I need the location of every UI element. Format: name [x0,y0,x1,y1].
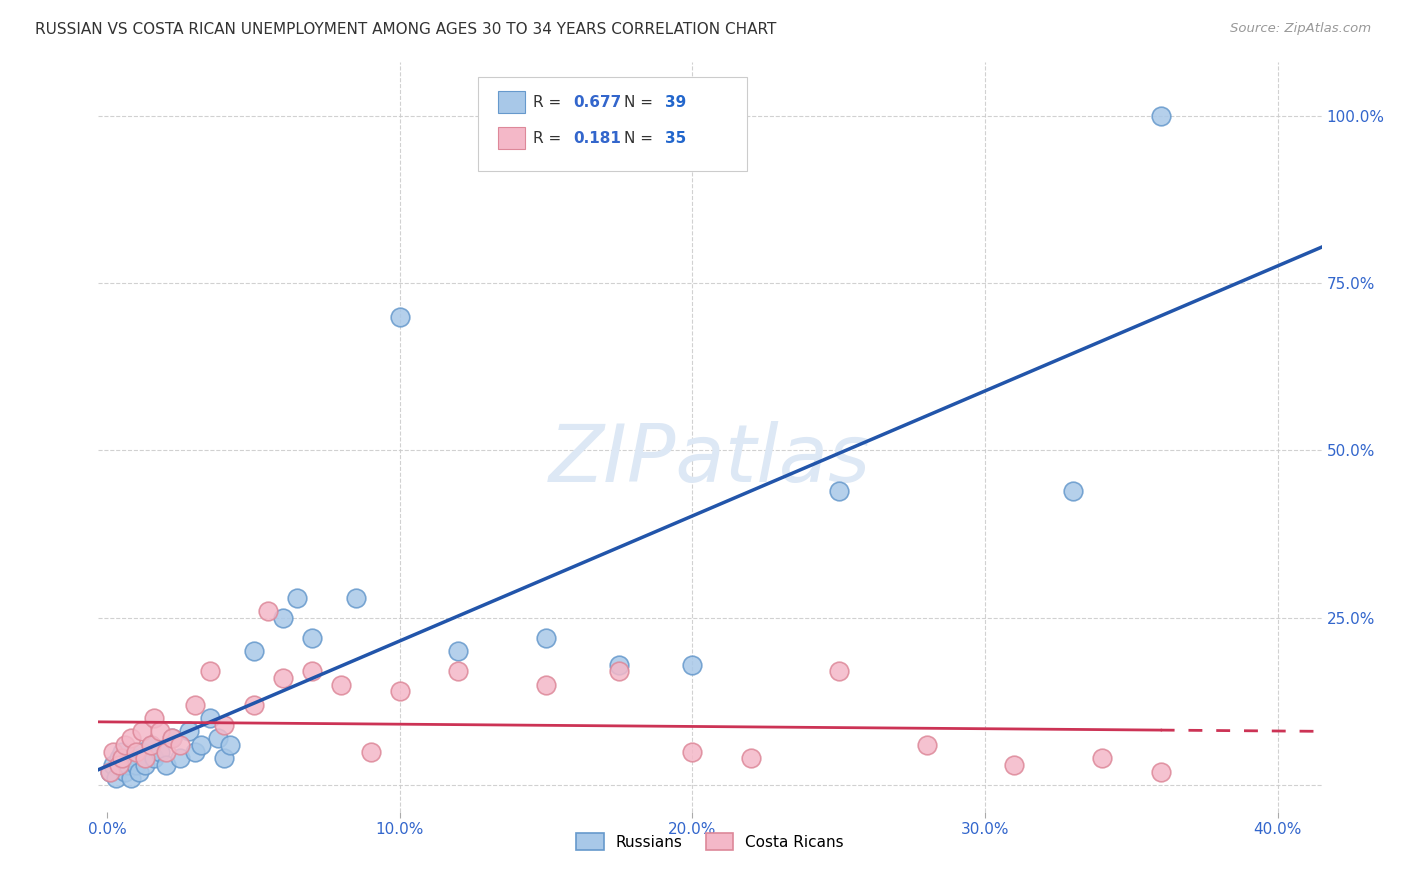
Point [271,671,294,685]
Point [160,731,183,746]
Text: RUSSIAN VS COSTA RICAN UNEMPLOYMENT AMONG AGES 30 TO 34 YEARS CORRELATION CHART: RUSSIAN VS COSTA RICAN UNEMPLOYMENT AMON… [35,22,776,37]
Point [212,751,235,765]
Point [104,771,127,786]
Point [828,483,851,498]
Point [131,724,153,739]
Point [242,698,264,712]
Point [108,758,131,772]
Text: R =: R = [533,95,565,110]
Point [534,631,557,645]
Point [1091,751,1114,765]
Point [117,758,139,772]
Point [179,724,201,739]
Point [139,738,162,752]
Point [447,644,470,658]
Text: ZIPatlas: ZIPatlas [548,420,872,499]
Point [155,744,177,758]
Point [120,771,142,786]
Text: N =: N = [624,130,658,145]
FancyBboxPatch shape [498,128,526,149]
Point [1150,109,1173,123]
Point [98,764,121,779]
Point [184,698,207,712]
Point [169,751,191,765]
Point [198,664,221,679]
Point [828,664,851,679]
Point [114,764,136,779]
Point [149,744,172,758]
Point [1150,764,1173,779]
Point [190,738,212,752]
Point [682,744,704,758]
Point [287,591,309,605]
Point [122,751,145,765]
Point [301,631,323,645]
FancyBboxPatch shape [478,78,747,171]
Point [120,731,142,746]
Point [207,731,229,746]
Point [134,751,156,765]
Text: N =: N = [624,95,658,110]
FancyBboxPatch shape [498,91,526,112]
Point [134,758,156,772]
Point [344,591,367,605]
Point [219,738,242,752]
Point [111,751,134,765]
Point [388,310,411,324]
Point [301,664,323,679]
Text: R =: R = [533,130,571,145]
Legend: Russians, Costa Ricans: Russians, Costa Ricans [569,827,851,856]
Text: Source: ZipAtlas.com: Source: ZipAtlas.com [1230,22,1371,36]
Point [101,744,124,758]
Point [212,717,235,731]
Text: 0.677: 0.677 [574,95,621,110]
Point [125,744,148,758]
Text: 0.181: 0.181 [574,130,621,145]
Point [447,664,470,679]
Text: 35: 35 [665,130,686,145]
Point [108,751,131,765]
Point [740,751,762,765]
Point [271,611,294,625]
Point [143,711,166,725]
Point [330,678,353,692]
Point [155,758,177,772]
Point [257,604,280,618]
Point [169,738,191,752]
Point [101,758,124,772]
Point [131,744,153,758]
Point [139,738,162,752]
Point [360,744,382,758]
Point [160,731,183,746]
Point [184,744,207,758]
Point [143,751,166,765]
Point [149,724,172,739]
Point [98,764,121,779]
Point [198,711,221,725]
Point [682,657,704,672]
Point [388,684,411,698]
Point [111,744,134,758]
Point [242,644,264,658]
Point [607,664,630,679]
Point [915,738,938,752]
Point [1002,758,1025,772]
Point [125,758,148,772]
Point [607,657,630,672]
Point [1062,483,1084,498]
Text: 39: 39 [665,95,686,110]
Point [114,738,136,752]
Point [534,678,557,692]
Point [128,764,150,779]
